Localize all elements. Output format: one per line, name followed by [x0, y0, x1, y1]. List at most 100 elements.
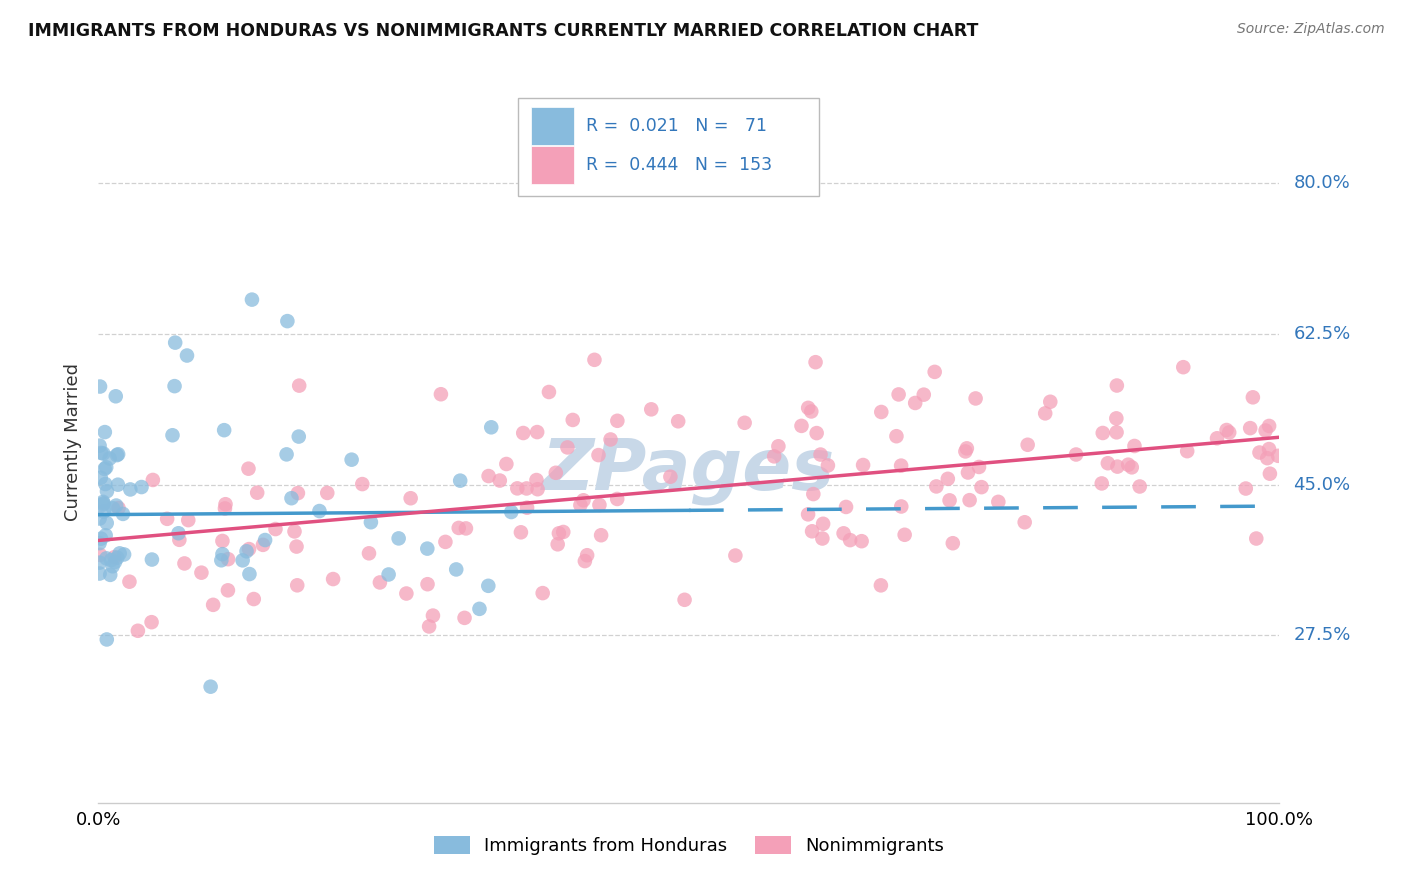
Point — [254, 533, 277, 547]
Point — [817, 458, 839, 473]
Point — [91, 498, 114, 512]
Point — [561, 413, 583, 427]
Point — [1105, 378, 1128, 392]
Point — [509, 525, 531, 540]
Point — [893, 528, 915, 542]
Point — [93, 505, 115, 519]
Point — [468, 602, 491, 616]
Point — [574, 554, 596, 568]
Point — [925, 479, 948, 493]
Point — [94, 425, 117, 439]
Point — [287, 486, 309, 500]
Point — [956, 466, 979, 480]
Point — [967, 460, 990, 475]
FancyBboxPatch shape — [530, 107, 575, 145]
Point — [1258, 419, 1281, 434]
Point — [211, 547, 233, 561]
Point — [547, 537, 569, 551]
Point — [285, 540, 308, 554]
Point — [94, 477, 117, 491]
Point — [591, 528, 613, 542]
Point — [804, 355, 827, 369]
Point — [104, 389, 127, 403]
Point — [107, 477, 129, 491]
Point — [357, 546, 380, 560]
Point — [588, 448, 610, 462]
Point — [444, 562, 467, 576]
Point — [156, 512, 179, 526]
Point — [377, 567, 399, 582]
Point — [96, 460, 118, 475]
Text: R =  0.444   N =  153: R = 0.444 N = 153 — [586, 156, 772, 174]
Text: 62.5%: 62.5% — [1294, 325, 1351, 343]
Point — [1039, 394, 1062, 409]
Text: IMMIGRANTS FROM HONDURAS VS NONIMMIGRANTS CURRENTLY MARRIED CORRELATION CHART: IMMIGRANTS FROM HONDURAS VS NONIMMIGRANT… — [28, 22, 979, 40]
Point — [1091, 476, 1114, 491]
Point — [90, 446, 112, 460]
Point — [852, 458, 875, 472]
Point — [839, 533, 862, 548]
Point — [240, 293, 263, 307]
Point — [212, 423, 235, 437]
Point — [1258, 467, 1281, 481]
Point — [103, 550, 125, 565]
Point — [801, 487, 824, 501]
Point — [90, 532, 112, 546]
Point — [936, 472, 959, 486]
Point — [322, 572, 344, 586]
Point — [141, 615, 163, 630]
Point — [1121, 460, 1143, 475]
Point — [93, 462, 115, 476]
Point — [832, 526, 855, 541]
Point — [870, 578, 893, 592]
Point — [287, 429, 309, 443]
Point — [127, 624, 149, 638]
Point — [200, 680, 222, 694]
Point — [98, 451, 121, 466]
Point — [96, 516, 118, 530]
Point — [447, 521, 470, 535]
Point — [107, 447, 129, 461]
Point — [111, 507, 134, 521]
Point — [214, 497, 236, 511]
Text: 27.5%: 27.5% — [1294, 626, 1351, 644]
Point — [1256, 451, 1278, 466]
Point — [316, 486, 339, 500]
Point — [276, 314, 298, 328]
Point — [89, 439, 111, 453]
Point — [276, 447, 298, 461]
Point — [553, 524, 575, 539]
Point — [453, 611, 475, 625]
Point — [1014, 515, 1036, 529]
Point — [890, 500, 912, 514]
Point — [1246, 532, 1268, 546]
Point — [167, 526, 190, 541]
Point — [526, 425, 548, 439]
Point — [763, 450, 786, 464]
Point — [1064, 448, 1087, 462]
Point — [209, 553, 232, 567]
Point — [1218, 425, 1240, 440]
Point — [870, 405, 893, 419]
Point — [640, 402, 662, 417]
Point — [959, 493, 981, 508]
Point — [1017, 438, 1039, 452]
Point — [242, 592, 264, 607]
Point — [1107, 459, 1129, 474]
Point — [214, 501, 236, 516]
Point — [666, 414, 689, 428]
Point — [94, 528, 117, 542]
Point — [887, 387, 910, 401]
Point — [851, 534, 873, 549]
Point — [340, 452, 363, 467]
Point — [1173, 360, 1195, 375]
Point — [797, 508, 820, 522]
Point — [418, 619, 440, 633]
Point — [91, 495, 114, 509]
Point — [163, 379, 186, 393]
Point — [395, 586, 418, 600]
Point — [599, 433, 621, 447]
Point — [101, 501, 124, 516]
Point — [512, 425, 534, 440]
Point — [477, 579, 499, 593]
